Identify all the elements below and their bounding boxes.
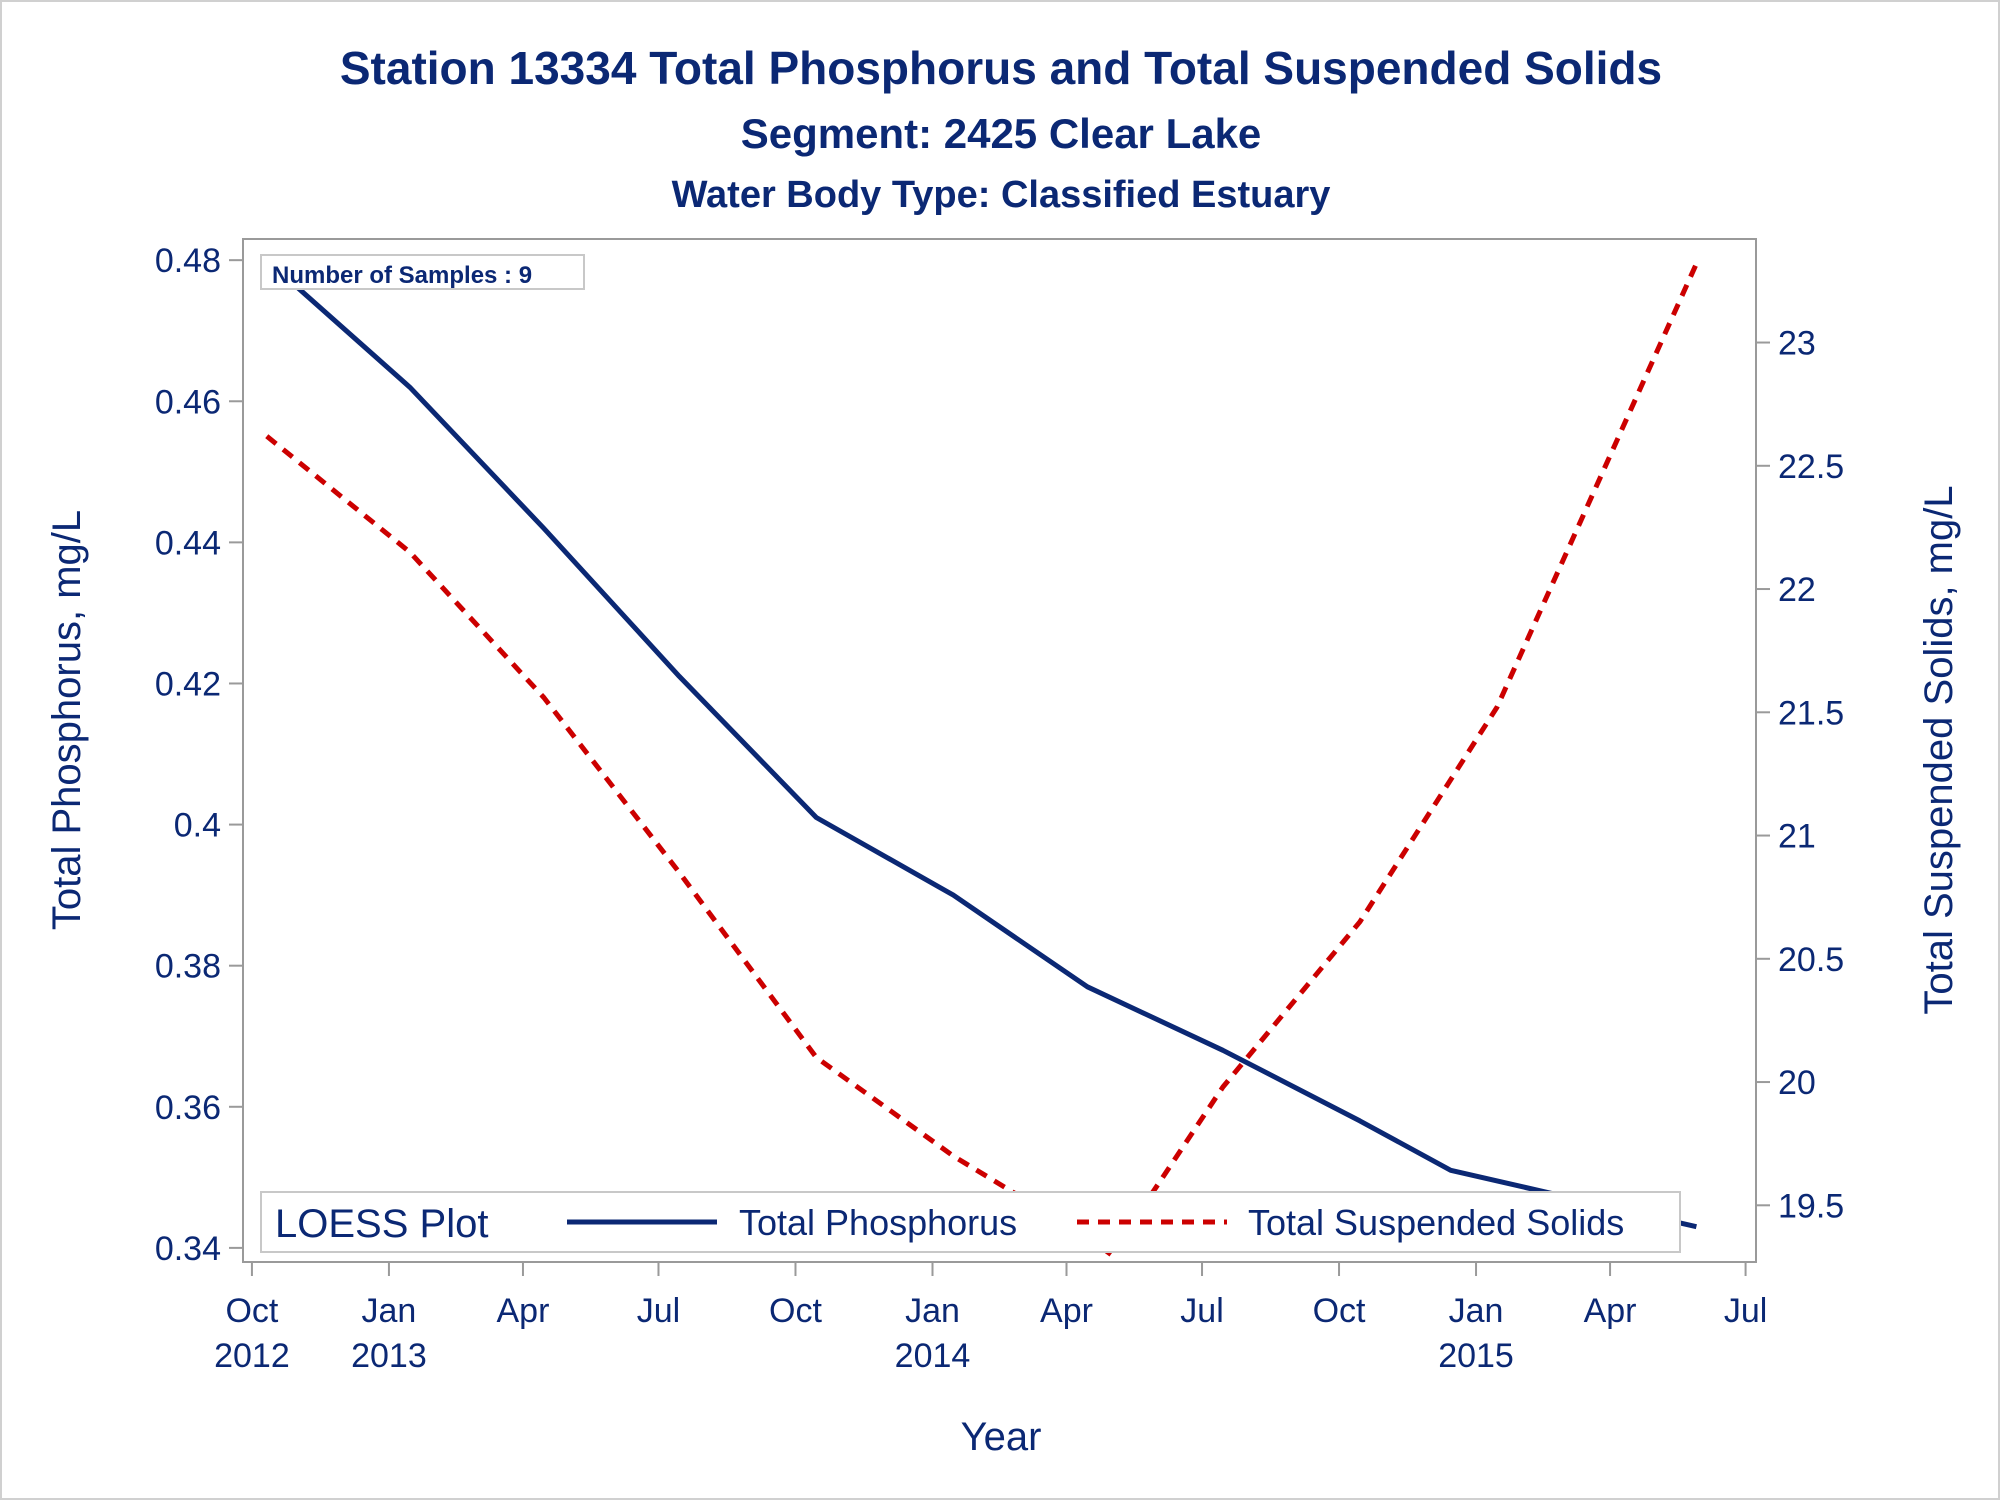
y2-axis: 19.5 20 20.5 21 21.5 22 22.5 23 — [1756, 325, 1844, 1225]
x-tick-month-label: Oct — [769, 1292, 822, 1330]
x-tick-month-label: Apr — [497, 1292, 550, 1330]
x-tick-month-label: Apr — [1040, 1292, 1093, 1330]
legend-title: LOESS Plot — [275, 1202, 488, 1246]
x-tick-year-label: 2015 — [1438, 1337, 1514, 1375]
x-tick-month-label: Oct — [1313, 1292, 1366, 1330]
x-tick-month-label: Oct — [225, 1292, 278, 1330]
y2-tick-label: 21.5 — [1778, 694, 1844, 732]
chart-subtitle-2: Water Body Type: Classified Estuary — [672, 174, 1331, 216]
y-tick-label: 0.4 — [174, 807, 221, 845]
x-tick-year-label: 2014 — [895, 1337, 971, 1375]
y2-tick-label: 21 — [1778, 818, 1816, 856]
chart-subtitle: Segment: 2425 Clear Lake — [741, 110, 1262, 157]
y-tick-label: 0.44 — [155, 524, 221, 562]
x-tick-month-label: Jul — [1724, 1292, 1767, 1330]
legend-label-phosphorus: Total Phosphorus — [739, 1202, 1017, 1243]
y2-tick-label: 19.5 — [1778, 1187, 1844, 1225]
x-tick-month-label: Jan — [905, 1292, 960, 1330]
y-axis-label: Total Phosphorus, mg/L — [45, 510, 89, 930]
sample-count-box: Number of Samples : 9 — [260, 254, 585, 290]
y2-tick-label: 22 — [1778, 571, 1816, 609]
y2-axis-label: Total Suspended Solids, mg/L — [1917, 485, 1961, 1014]
series-line-total-suspended-solids — [265, 262, 1699, 1258]
y2-tick-label: 20 — [1778, 1064, 1816, 1102]
y-axis: 0.34 0.36 0.38 0.4 0.42 0.44 0.46 0.48 — [155, 242, 243, 1268]
chart-title: Station 13334 Total Phosphorus and Total… — [340, 42, 1662, 94]
y-tick-label: 0.38 — [155, 948, 221, 986]
legend: LOESS Plot Total Phosphorus Total Suspen… — [260, 1191, 1681, 1253]
x-axis-label: Year — [961, 1415, 1042, 1459]
y2-tick-label: 23 — [1778, 325, 1816, 363]
legend-label-solids: Total Suspended Solids — [1248, 1202, 1624, 1243]
x-axis: Oct 2012 Jan 2013 Apr Jul Oct Jan 2014 Apr Jul Oct J… — [214, 1262, 1767, 1375]
x-tick-year-label: 2012 — [214, 1337, 290, 1375]
x-tick-month-label: Jul — [1180, 1292, 1223, 1330]
legend-box — [260, 1191, 1681, 1253]
x-tick-month-label: Jan — [1449, 1292, 1504, 1330]
x-tick-month-label: Jul — [637, 1292, 680, 1330]
series-line-total-phosphorus — [265, 258, 1697, 1230]
y2-tick-label: 22.5 — [1778, 448, 1844, 486]
x-tick-month-label: Jan — [362, 1292, 417, 1330]
sample-count-label: Number of Samples : 9 — [272, 262, 532, 289]
y-tick-label: 0.48 — [155, 242, 221, 280]
x-tick-month-label: Apr — [1584, 1292, 1637, 1330]
y-tick-label: 0.46 — [155, 383, 221, 421]
plot-area — [242, 238, 1757, 1263]
y-tick-label: 0.36 — [155, 1089, 221, 1127]
y-tick-label: 0.34 — [155, 1230, 221, 1268]
y-tick-label: 0.42 — [155, 665, 221, 703]
x-tick-year-label: 2013 — [351, 1337, 427, 1375]
series-layer — [265, 258, 1699, 1258]
y2-tick-label: 20.5 — [1778, 941, 1844, 979]
